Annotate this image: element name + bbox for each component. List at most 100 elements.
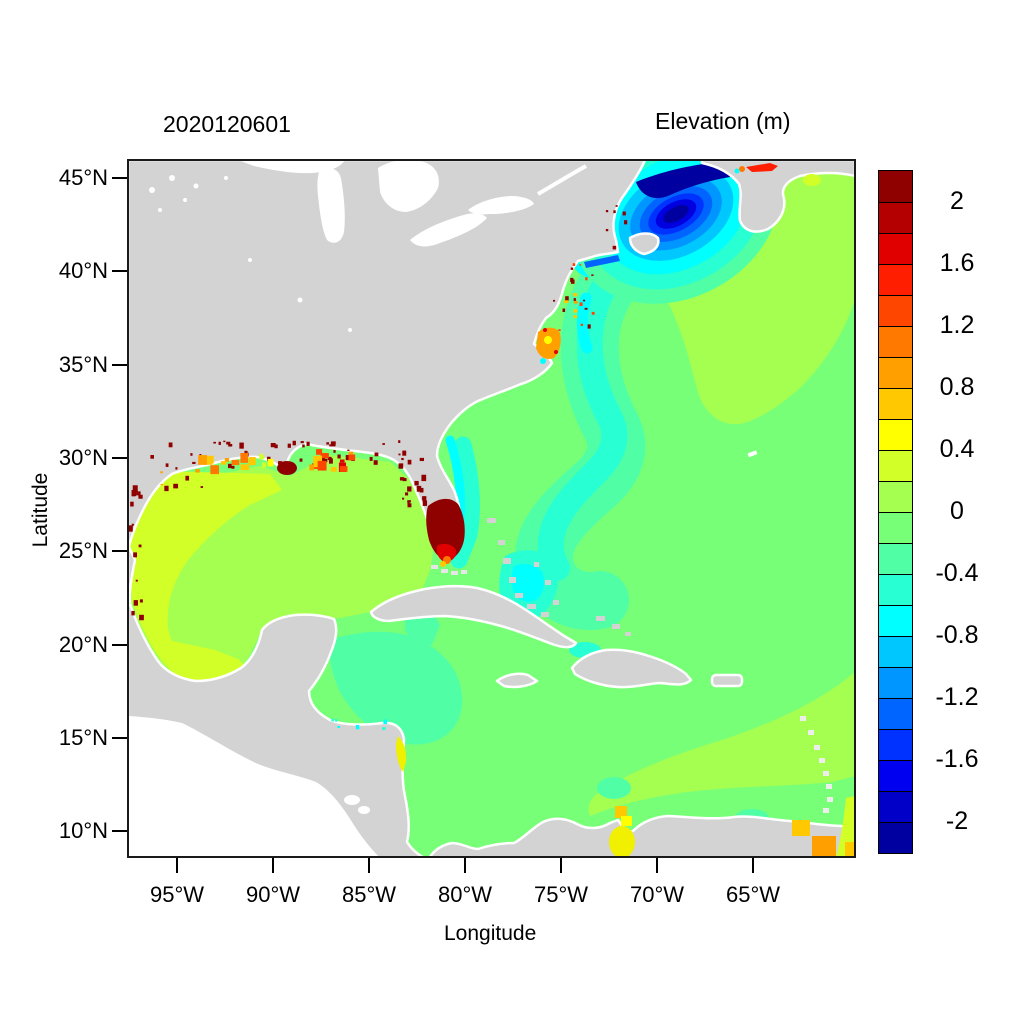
- long-island-sound-strip: [584, 255, 620, 268]
- colorbar-cell: [879, 233, 912, 264]
- nova-scotia-east-yellowgreen-dot: [803, 174, 821, 186]
- colorbar-cell: [879, 760, 912, 791]
- lake-maracaibo-yellow: [609, 826, 635, 857]
- colorbar-tick-label: 0: [950, 497, 964, 525]
- colorbar-cell: [879, 357, 912, 388]
- y-tick-mark: [112, 550, 127, 553]
- colorbar-tick-label: -1.2: [935, 683, 979, 711]
- colorbar-cell: [879, 667, 912, 698]
- colorbar-cell: [879, 543, 912, 574]
- colorbar-cell: [879, 202, 912, 233]
- colorbar-cell: [879, 698, 912, 729]
- colorbar-cell: [879, 481, 912, 512]
- y-tick-label: 45°N: [58, 165, 108, 190]
- st-lawrence-river: [537, 164, 587, 196]
- land-jamaica: [495, 672, 539, 689]
- colorbar-cell: [879, 729, 912, 760]
- y-tick-label: 10°N: [58, 818, 108, 844]
- x-tick-mark: [560, 858, 562, 873]
- x-tick-mark: [656, 858, 658, 873]
- trinidad-amber-patch: [792, 820, 810, 836]
- colorbar-cell: [879, 822, 912, 853]
- colorbar-tick-label: -0.4: [935, 559, 979, 587]
- land-cape-cod: [628, 232, 660, 256]
- great-lakes: [149, 160, 587, 332]
- pamlico-sound-red-2: [554, 350, 558, 354]
- lake-ontario: [468, 196, 534, 215]
- colorbar-tick-label: -2: [945, 807, 969, 835]
- ocean-region-campeche-shelf: [168, 640, 240, 682]
- florida-high-anomaly-darkred: [426, 498, 465, 561]
- y-tick-mark: [112, 736, 127, 739]
- corner-yellowgreen-strip: [836, 796, 855, 857]
- lake-michigan: [317, 168, 345, 243]
- pamlico-sound-cyan: [540, 358, 546, 364]
- pamlico-sound-yellow: [544, 336, 552, 344]
- x-tick-mark: [272, 858, 274, 873]
- x-tick-mark: [176, 858, 178, 873]
- land-hispaniola: [570, 648, 693, 689]
- plot-title-date: 2020120601: [163, 111, 291, 137]
- y-tick-mark: [112, 643, 127, 646]
- ocean-region-south-caribbean: [588, 672, 855, 816]
- land-lesser-antilles: [800, 716, 833, 813]
- nova-scotia-cyan-dot: [734, 168, 740, 174]
- land-bahamas-islands: [487, 518, 631, 636]
- nicaragua-lakes: [344, 795, 370, 814]
- florida-high-anomaly-amber: [440, 561, 446, 567]
- y-tick-mark: [112, 363, 127, 366]
- corner-amber-patch: [845, 842, 855, 857]
- land-nova-scotia: [700, 160, 855, 233]
- nicaragua-coast-yellow: [396, 736, 407, 772]
- colorbar-cell: [879, 636, 912, 667]
- colorbar-cell: [879, 326, 912, 357]
- y-axis-title: Latitude: [29, 472, 52, 548]
- y-tick-mark: [112, 177, 127, 179]
- x-tick-label: 85°W: [341, 882, 397, 907]
- lake-superior: [238, 160, 345, 174]
- no-data-pacific: [128, 716, 380, 857]
- ocean-patch-venezuela-spring-1: [597, 777, 631, 799]
- colorbar-tick-label: -0.8: [935, 621, 979, 649]
- mississippi-delta-darkred: [277, 461, 297, 475]
- colorbar-cell: [879, 512, 912, 543]
- plot-frame: [127, 159, 856, 858]
- nova-scotia-orange-dot: [739, 166, 745, 172]
- bermuda-islet: [747, 450, 758, 458]
- x-tick-label: 80°W: [437, 882, 493, 907]
- x-tick-mark: [752, 858, 754, 873]
- coastal-anomaly-specks: [128, 205, 628, 730]
- maracaibo-neck-yellow: [621, 816, 632, 826]
- pamlico-sound-red-1: [543, 328, 547, 332]
- x-axis-title: Longitude: [444, 922, 537, 945]
- x-tick-label: 75°W: [533, 882, 589, 907]
- y-tick-mark: [112, 270, 127, 273]
- colorbar-cell: [879, 605, 912, 636]
- colorbar: [878, 170, 913, 854]
- colorbar-tick-label: 0.4: [939, 435, 975, 463]
- land-south-america: [428, 814, 855, 857]
- colorbar-tick-label: -1.6: [935, 745, 979, 773]
- land-cuba: [369, 584, 578, 649]
- ocean-region-west-gulf-shelf: [128, 470, 282, 682]
- ocean-region-west-caribbean-spring: [329, 631, 463, 745]
- x-tick-mark: [464, 858, 466, 873]
- ocean-strip-florida-turquoise: [450, 436, 480, 569]
- colorbar-tick-label: 1.6: [939, 249, 975, 277]
- x-tick-label: 65°W: [725, 882, 781, 907]
- x-tick-label: 95°W: [149, 882, 205, 907]
- y-tick-label: 15°N: [58, 724, 108, 750]
- ocean-patch-hatteras-cyan: [576, 292, 593, 354]
- x-tick-label: 90°W: [245, 882, 301, 907]
- colorbar-cell: [879, 419, 912, 450]
- lake-huron: [378, 160, 439, 212]
- florida-high-anomaly-red: [436, 543, 457, 562]
- trinidad-orange-patch: [812, 836, 836, 856]
- colorbar-tick-label: 2: [950, 187, 964, 215]
- x-tick-mark: [368, 858, 370, 873]
- colorbar-cell: [879, 295, 912, 326]
- maracaibo-neck-amber: [615, 806, 627, 818]
- colorbar-title: Elevation (m): [655, 108, 791, 134]
- florida-keys-islets: [431, 565, 467, 575]
